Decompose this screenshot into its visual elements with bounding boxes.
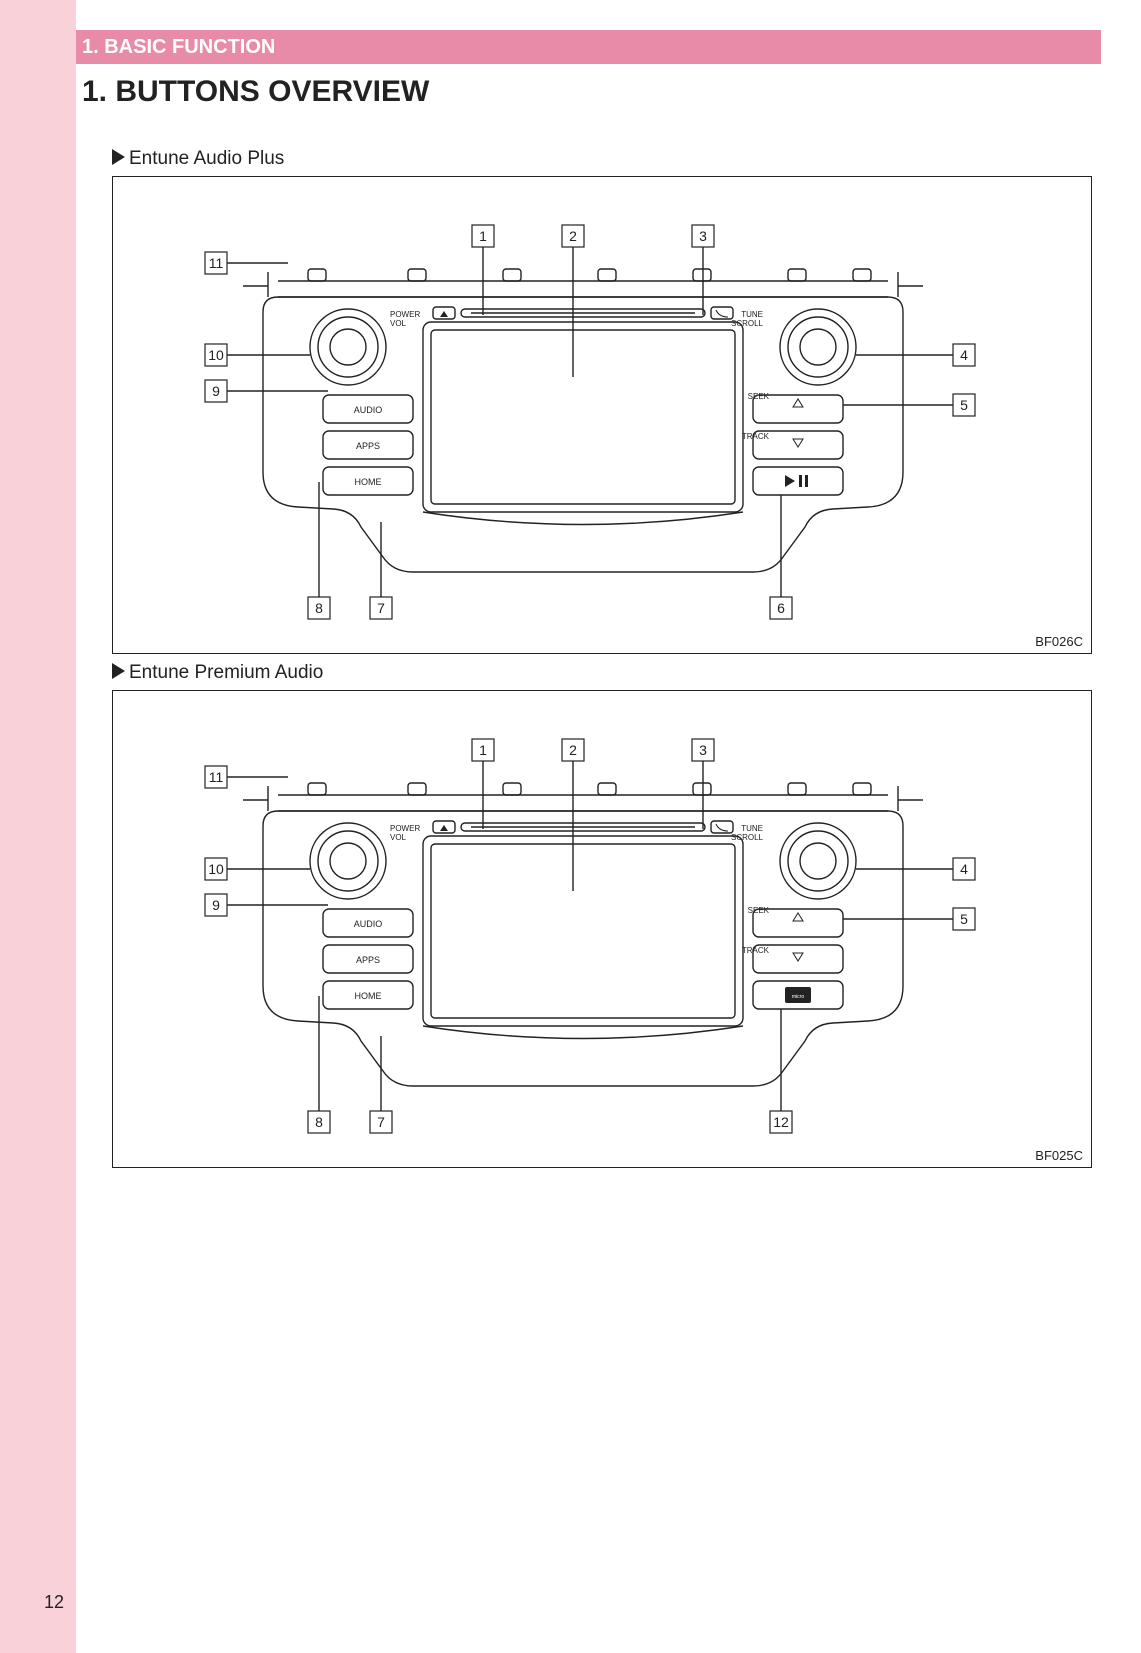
callout-7: 7: [370, 1111, 392, 1133]
callout-2: 2: [562, 739, 584, 761]
svg-text:10: 10: [208, 861, 224, 877]
page-title: 1. BUTTONS OVERVIEW: [82, 75, 429, 109]
svg-text:8: 8: [315, 1114, 323, 1130]
svg-text:4: 4: [960, 347, 968, 363]
manual-page: 1. BASIC FUNCTION 1. BUTTONS OVERVIEW En…: [0, 0, 1141, 1653]
figure-code: BF025C: [1035, 1148, 1083, 1163]
diagram-svg: POWERVOL TUNESCROLL AUDIO APPS HOME SEEK TRACK…: [113, 177, 1093, 655]
svg-text:SEEK: SEEK: [748, 392, 770, 401]
callout-7: 7: [370, 597, 392, 619]
svg-text:9: 9: [212, 897, 220, 913]
svg-text:VOL: VOL: [390, 833, 407, 842]
svg-text:4: 4: [960, 861, 968, 877]
svg-text:APPS: APPS: [356, 441, 380, 451]
svg-text:VOL: VOL: [390, 319, 407, 328]
diagram-frame: POWERVOL TUNESCROLL AUDIO APPS HOME SEEK TRACK…: [112, 690, 1092, 1168]
callout-8: 8: [308, 597, 330, 619]
callout-10: 10: [205, 858, 227, 880]
svg-text:9: 9: [212, 383, 220, 399]
diagram-heading: Entune Audio Plus: [112, 148, 1101, 170]
callout-4: 4: [953, 344, 975, 366]
svg-text:HOME: HOME: [355, 477, 382, 487]
callout-3: 3: [692, 739, 714, 761]
svg-text:SCROLL: SCROLL: [731, 833, 764, 842]
svg-text:TRACK: TRACK: [742, 946, 770, 955]
section-label: 1. BASIC FUNCTION: [82, 36, 275, 59]
svg-text:10: 10: [208, 347, 224, 363]
diagram-heading-text: Entune Audio Plus: [129, 148, 284, 169]
page-number: 12: [44, 1592, 64, 1613]
svg-text:11: 11: [209, 769, 224, 785]
callout-1: 1: [472, 225, 494, 247]
callout-8: 8: [308, 1111, 330, 1133]
svg-text:7: 7: [377, 600, 385, 616]
svg-text:5: 5: [960, 911, 968, 927]
diagram-svg: POWERVOL TUNESCROLL AUDIO APPS HOME SEEK TRACK…: [113, 691, 1093, 1169]
callout-12: 12: [770, 1111, 792, 1133]
content-area: Entune Audio Plus POWERVOLTUNESCROLLAUDI…: [112, 140, 1101, 1168]
callout-5: 5: [953, 394, 975, 416]
callout-6: 6: [770, 597, 792, 619]
triangle-icon: [112, 663, 125, 679]
callout-2: 2: [562, 225, 584, 247]
section-header-bar: 1. BASIC FUNCTION: [76, 30, 1101, 64]
left-margin-strip: [0, 0, 76, 1653]
svg-text:7: 7: [377, 1114, 385, 1130]
callout-5: 5: [953, 908, 975, 930]
triangle-icon: [112, 149, 125, 165]
callout-10: 10: [205, 344, 227, 366]
diagram-frame: POWERVOL TUNESCROLL AUDIO APPS HOME SEEK TRACK…: [112, 176, 1092, 654]
callout-4: 4: [953, 858, 975, 880]
callout-11: 11: [205, 766, 227, 788]
svg-text:1: 1: [479, 228, 487, 244]
svg-text:11: 11: [209, 255, 224, 271]
svg-text:SEEK: SEEK: [748, 906, 770, 915]
svg-text:TUNE: TUNE: [741, 824, 763, 833]
callout-1: 1: [472, 739, 494, 761]
svg-text:AUDIO: AUDIO: [354, 919, 383, 929]
svg-text:POWER: POWER: [390, 824, 420, 833]
svg-text:APPS: APPS: [356, 955, 380, 965]
svg-text:TUNE: TUNE: [741, 310, 763, 319]
svg-text:3: 3: [699, 228, 707, 244]
svg-text:SCROLL: SCROLL: [731, 319, 764, 328]
callout-9: 9: [205, 894, 227, 916]
diagram-heading-text: Entune Premium Audio: [129, 662, 323, 683]
svg-text:micro: micro: [792, 994, 804, 1000]
svg-text:5: 5: [960, 397, 968, 413]
svg-text:2: 2: [569, 742, 577, 758]
callout-9: 9: [205, 380, 227, 402]
diagram-heading: Entune Premium Audio: [112, 662, 1101, 684]
svg-text:HOME: HOME: [355, 991, 382, 1001]
svg-text:12: 12: [773, 1114, 789, 1130]
svg-text:3: 3: [699, 742, 707, 758]
svg-text:1: 1: [479, 742, 487, 758]
svg-text:6: 6: [777, 600, 785, 616]
svg-text:AUDIO: AUDIO: [354, 405, 383, 415]
callout-11: 11: [205, 252, 227, 274]
svg-text:2: 2: [569, 228, 577, 244]
figure-code: BF026C: [1035, 634, 1083, 649]
svg-text:POWER: POWER: [390, 310, 420, 319]
svg-text:TRACK: TRACK: [742, 432, 770, 441]
callout-3: 3: [692, 225, 714, 247]
svg-text:8: 8: [315, 600, 323, 616]
